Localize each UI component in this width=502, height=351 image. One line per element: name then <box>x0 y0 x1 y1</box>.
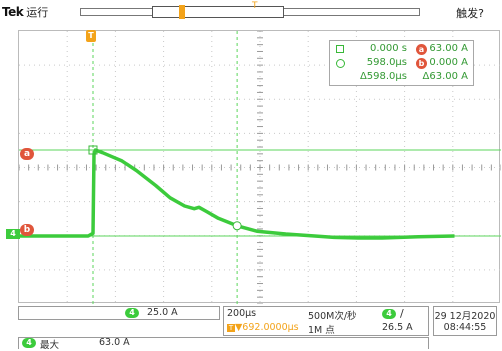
channel-4-ground-marker[interactable]: 4 <box>6 229 20 239</box>
waveform-trace <box>19 148 455 240</box>
cursor-1-value: 63.00 A <box>429 43 468 54</box>
cursor-2-time: 598.0µs <box>366 57 407 68</box>
horizontal-position: T ▼692.0000µs <box>227 322 299 333</box>
brand-header: Tek 运行 <box>2 4 48 20</box>
run-state: 运行 <box>26 6 49 19</box>
cursor-2-value: 0.000 A <box>429 57 468 68</box>
trigger-status: 触发? <box>456 7 484 20</box>
cursor-delta-row: Δ598.0µs Δ63.00 A <box>330 71 473 85</box>
cursor-delta-time: Δ598.0µs <box>359 71 407 82</box>
rising-edge-icon: / <box>400 307 404 320</box>
measurement-channel-badge: 4 <box>22 338 36 348</box>
timebase-trigger-readout[interactable]: 200µs T ▼692.0000µs 500M次/秒 1M 点 4 / 26.5… <box>223 306 429 336</box>
trigger-top-marker: T <box>252 1 258 11</box>
trigger-time-marker[interactable]: T <box>86 30 96 42</box>
horizontal-offset-value: ▼692.0000µs <box>235 322 299 333</box>
time-per-div: 200µs <box>227 308 257 319</box>
graticule-svg <box>19 31 501 304</box>
sample-rate: 500M次/秒 <box>308 311 357 322</box>
channel-4-badge: 4 <box>125 308 139 318</box>
cursor-1-row: 0.000 s a 63.00 A <box>330 43 473 57</box>
record-view-window[interactable] <box>152 5 284 19</box>
channel-4-scale: 25.0 A <box>147 307 178 318</box>
record-length: 1M 点 <box>308 325 335 336</box>
trigger-level: 26.5 A <box>382 322 413 333</box>
measurement-name: 最大 <box>40 340 60 351</box>
measurement-readout[interactable]: 4 最大 63.0 A <box>18 337 429 351</box>
trigger-offset-icon: T <box>227 323 235 332</box>
cursor-b-marker[interactable]: b <box>20 224 34 236</box>
cursor-b-badge: b <box>416 58 427 69</box>
trigger-source-badge: 4 <box>382 309 396 319</box>
trigger-position-indicator <box>179 5 185 19</box>
cursor-circle-icon <box>336 59 345 68</box>
channel-scale-readout[interactable]: 4 25.0 A <box>18 306 220 320</box>
cursor-2-circle-marker <box>232 221 242 231</box>
cursor-readout-panel: 0.000 s a 63.00 A 598.0µs b 0.000 A Δ598… <box>329 40 474 86</box>
cursor-1-square-marker <box>88 145 98 155</box>
datetime-readout: 29 12月2020 08:44:55 <box>433 306 497 336</box>
date: 29 12月2020 <box>434 311 496 322</box>
cursor-a-marker[interactable]: a <box>20 148 34 160</box>
measurement-value: 63.0 A <box>99 337 130 348</box>
cursor-a-badge: a <box>416 44 427 55</box>
cursor-1-time: 0.000 s <box>369 43 407 54</box>
cursor-square-icon <box>336 45 344 53</box>
cursor-2-row: 598.0µs b 0.000 A <box>330 57 473 71</box>
clock-time: 08:44:55 <box>443 322 487 333</box>
brand-logo: Tek <box>2 5 24 19</box>
cursor-delta-value: Δ63.00 A <box>422 71 469 82</box>
record-length-bar[interactable] <box>80 5 420 19</box>
